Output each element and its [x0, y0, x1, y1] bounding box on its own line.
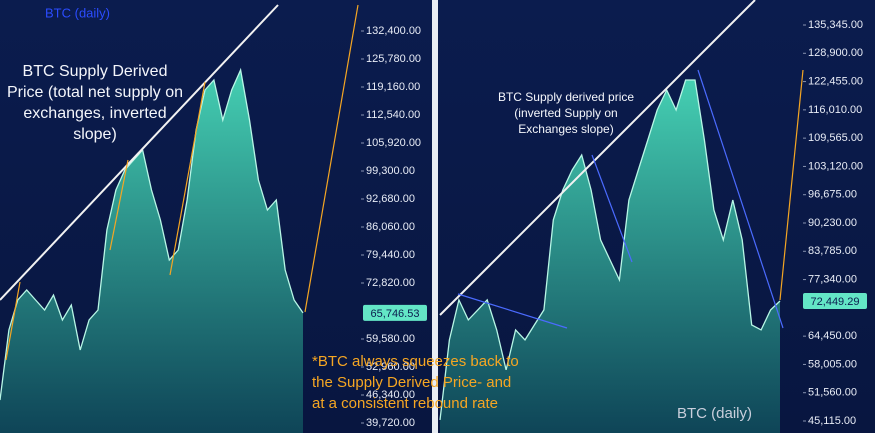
- chart-title: BTC (daily): [677, 405, 752, 422]
- annotation: BTC Supply derived price: [498, 90, 634, 104]
- price-label-box: [803, 293, 867, 310]
- y-tick-label: 125,780.00: [366, 53, 421, 65]
- y-tick-label: 99,300.00: [366, 165, 415, 177]
- trend-line: [439, 0, 756, 316]
- y-tick-label: 92,680.00: [366, 193, 415, 205]
- note: at a consistent rebound rate: [312, 395, 498, 412]
- note: *BTC always squeezes back to: [312, 353, 519, 370]
- y-tick-label: 77,340.00: [808, 273, 857, 285]
- trend-line: [591, 154, 633, 263]
- y-tick-label: 132,400.00: [366, 25, 421, 37]
- chart-title: BTC (daily): [45, 5, 110, 20]
- trend-line: [0, 4, 279, 301]
- rebound-line: [109, 159, 129, 251]
- price-line: [0, 67, 304, 401]
- y-tick-label: 83,785.00: [808, 245, 857, 257]
- y-tick-label: 119,160.00: [366, 81, 420, 93]
- y-tick-label: 46,340.00: [366, 389, 415, 401]
- rebound-line: [304, 4, 359, 313]
- y-tick-label: 105,920.00: [366, 137, 421, 149]
- y-tick-label: 112,540.00: [366, 109, 420, 121]
- price-label: 65,746.53: [371, 308, 420, 320]
- y-tick-label: 52,960.00: [366, 361, 415, 373]
- price-line: [439, 79, 781, 420]
- note: the Supply Derived Price- and: [312, 374, 511, 391]
- annotation: (inverted Supply on: [514, 106, 617, 120]
- y-tick-label: 72,820.00: [366, 277, 415, 289]
- price-label-box: [363, 304, 427, 321]
- y-tick-label: 103,120.00: [808, 160, 863, 172]
- y-tick-label: 109,565.00: [808, 132, 863, 144]
- trend-line: [457, 293, 568, 329]
- y-tick-label: 86,060.00: [366, 221, 415, 233]
- y-tick-label: 51,560.00: [808, 387, 857, 399]
- annotation: BTC Supply Derived: [23, 63, 168, 80]
- y-tick-label: 39,720.00: [366, 417, 415, 429]
- y-tick-label: 45,115.00: [808, 415, 856, 427]
- rebound-line: [169, 81, 206, 276]
- annotation: Exchanges slope): [518, 122, 613, 136]
- y-tick-label: 90,230.00: [808, 217, 857, 229]
- annotation: exchanges, inverted: [23, 105, 166, 122]
- rebound-line: [779, 69, 804, 301]
- rebound-line: [5, 281, 21, 361]
- area: [0, 70, 303, 433]
- y-tick-label: 128,900.00: [808, 47, 863, 59]
- y-tick-label: 64,450.00: [808, 330, 857, 342]
- area: [440, 80, 780, 433]
- y-tick-label: 122,455.00: [808, 75, 863, 87]
- y-tick-label: 59,580.00: [366, 333, 415, 345]
- y-tick-label: 96,675.00: [808, 189, 857, 201]
- trend-line: [697, 69, 784, 329]
- y-tick-label: 135,345.00: [808, 19, 863, 31]
- y-tick-label: 116,010.00: [808, 104, 862, 116]
- y-tick-label: 79,440.00: [366, 249, 415, 261]
- annotation: slope): [73, 126, 117, 143]
- annotation: Price (total net supply on: [7, 84, 183, 101]
- price-label: 72,449.29: [811, 296, 860, 308]
- y-tick-label: 58,005.00: [808, 358, 857, 370]
